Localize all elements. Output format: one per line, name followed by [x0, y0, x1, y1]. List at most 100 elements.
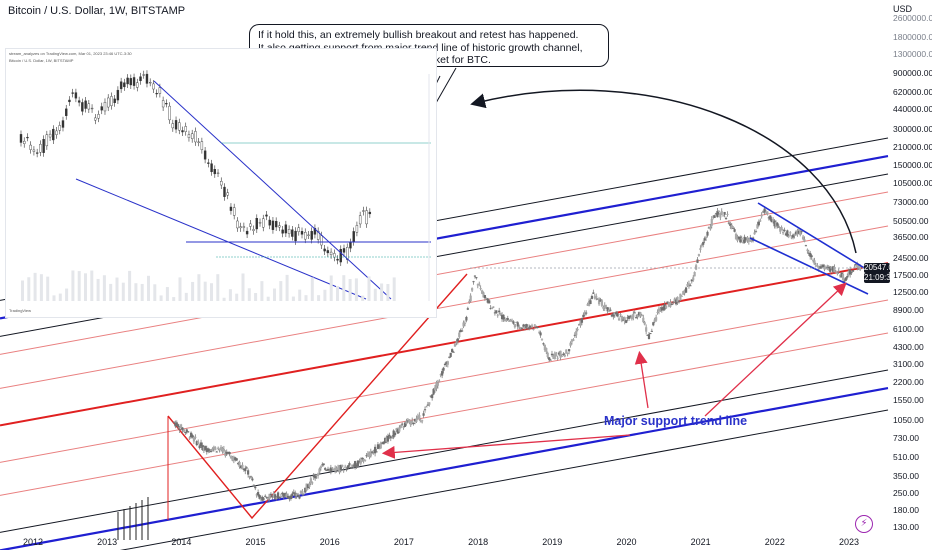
candle-body	[378, 445, 381, 448]
candle-body	[227, 451, 230, 453]
candle-body	[605, 307, 608, 309]
inset-candle-body	[52, 128, 55, 141]
annotation-marks	[366, 67, 890, 459]
candle-body	[194, 436, 197, 438]
candle-body	[849, 269, 852, 275]
candle-body	[558, 352, 561, 355]
candle-body	[376, 444, 380, 449]
candle-body	[839, 274, 842, 277]
candle-body	[723, 211, 726, 215]
candle-body	[401, 423, 404, 425]
candle-body	[666, 301, 669, 304]
candle-body	[687, 283, 691, 287]
candle-body	[836, 272, 839, 274]
candle-body	[736, 236, 739, 241]
candle-body	[777, 226, 780, 228]
candle-body	[635, 317, 638, 319]
candle-body	[452, 351, 455, 353]
candle-body	[759, 220, 762, 222]
y-tick-label: 180.00	[893, 505, 919, 516]
candle-body	[572, 339, 575, 341]
inset-candle-body	[158, 87, 162, 94]
inset-candle-body	[245, 230, 249, 235]
channel-line-blue-support	[0, 386, 889, 550]
candle-body	[184, 432, 187, 434]
candle-body	[288, 497, 291, 500]
candle-body	[694, 265, 698, 270]
candle-body	[733, 229, 736, 232]
candle-body	[555, 352, 558, 355]
candle-body	[854, 264, 857, 266]
candle-body	[483, 295, 487, 299]
candle-body	[319, 466, 322, 469]
candle-body	[326, 468, 330, 471]
candle-body	[382, 441, 385, 445]
wedge-lower-line	[749, 237, 869, 295]
candle-body	[172, 421, 176, 423]
x-tick-label: 2018	[468, 537, 489, 547]
candle-body	[536, 326, 539, 328]
inset-volume-bar	[128, 270, 132, 301]
candle-body	[781, 231, 785, 234]
candle-body	[439, 374, 442, 376]
candle-body	[334, 467, 337, 472]
candle-body	[217, 447, 220, 449]
candle-body	[302, 493, 305, 495]
candle-body	[365, 455, 368, 457]
candle-body	[458, 332, 461, 337]
candle-body	[292, 492, 295, 494]
candle-body	[763, 208, 766, 213]
candle-body	[512, 321, 515, 324]
candle-body	[225, 451, 228, 455]
inset-candle-body	[329, 251, 333, 255]
inset-candle-body	[110, 96, 113, 106]
inset-candle-body	[39, 143, 42, 153]
candle-body	[451, 349, 454, 353]
inset-candle-body	[119, 81, 123, 90]
candle-body	[713, 215, 716, 218]
candle-body	[747, 239, 750, 242]
candle-body	[606, 307, 609, 312]
candle-body	[364, 459, 367, 461]
inset-candle-body	[262, 218, 265, 228]
candle-body	[629, 316, 632, 318]
inset-volume-bar	[373, 288, 377, 301]
candle-body	[672, 301, 675, 303]
candle-body	[786, 230, 789, 237]
candle-body	[545, 347, 548, 352]
inset-wedge-lower	[75, 178, 367, 300]
candle-body	[182, 429, 186, 432]
candle-body	[686, 284, 689, 286]
candle-body	[538, 332, 541, 334]
candle-body	[215, 451, 218, 453]
x-tick-label: 2015	[245, 537, 266, 547]
inset-volume-bar	[329, 275, 333, 301]
candle-body	[730, 224, 733, 228]
candle-body	[242, 468, 245, 470]
candle-body	[602, 306, 605, 309]
candle-body	[656, 311, 659, 313]
candle-body	[411, 420, 414, 424]
candle-body	[208, 449, 211, 451]
inset-candle-body	[161, 100, 165, 108]
inset-candle-body	[278, 225, 281, 228]
candle-body	[446, 361, 449, 365]
candle-body	[784, 233, 788, 236]
inset-volume-bar	[386, 283, 390, 301]
candle-body	[619, 314, 622, 316]
inset-candle-body	[316, 230, 320, 240]
candle-body	[716, 210, 719, 218]
candle-body	[833, 266, 836, 273]
candle-body	[209, 450, 213, 453]
candle-body	[284, 492, 287, 496]
y-tick-label: 900000.00	[893, 67, 932, 78]
inset-volume-bar	[317, 295, 321, 301]
inset-volume-bar	[33, 272, 37, 301]
candle-body	[540, 338, 544, 340]
candle-body	[533, 324, 536, 326]
inset-volume-bar	[380, 283, 384, 301]
candle-body	[473, 275, 477, 277]
candle-body	[409, 420, 412, 426]
